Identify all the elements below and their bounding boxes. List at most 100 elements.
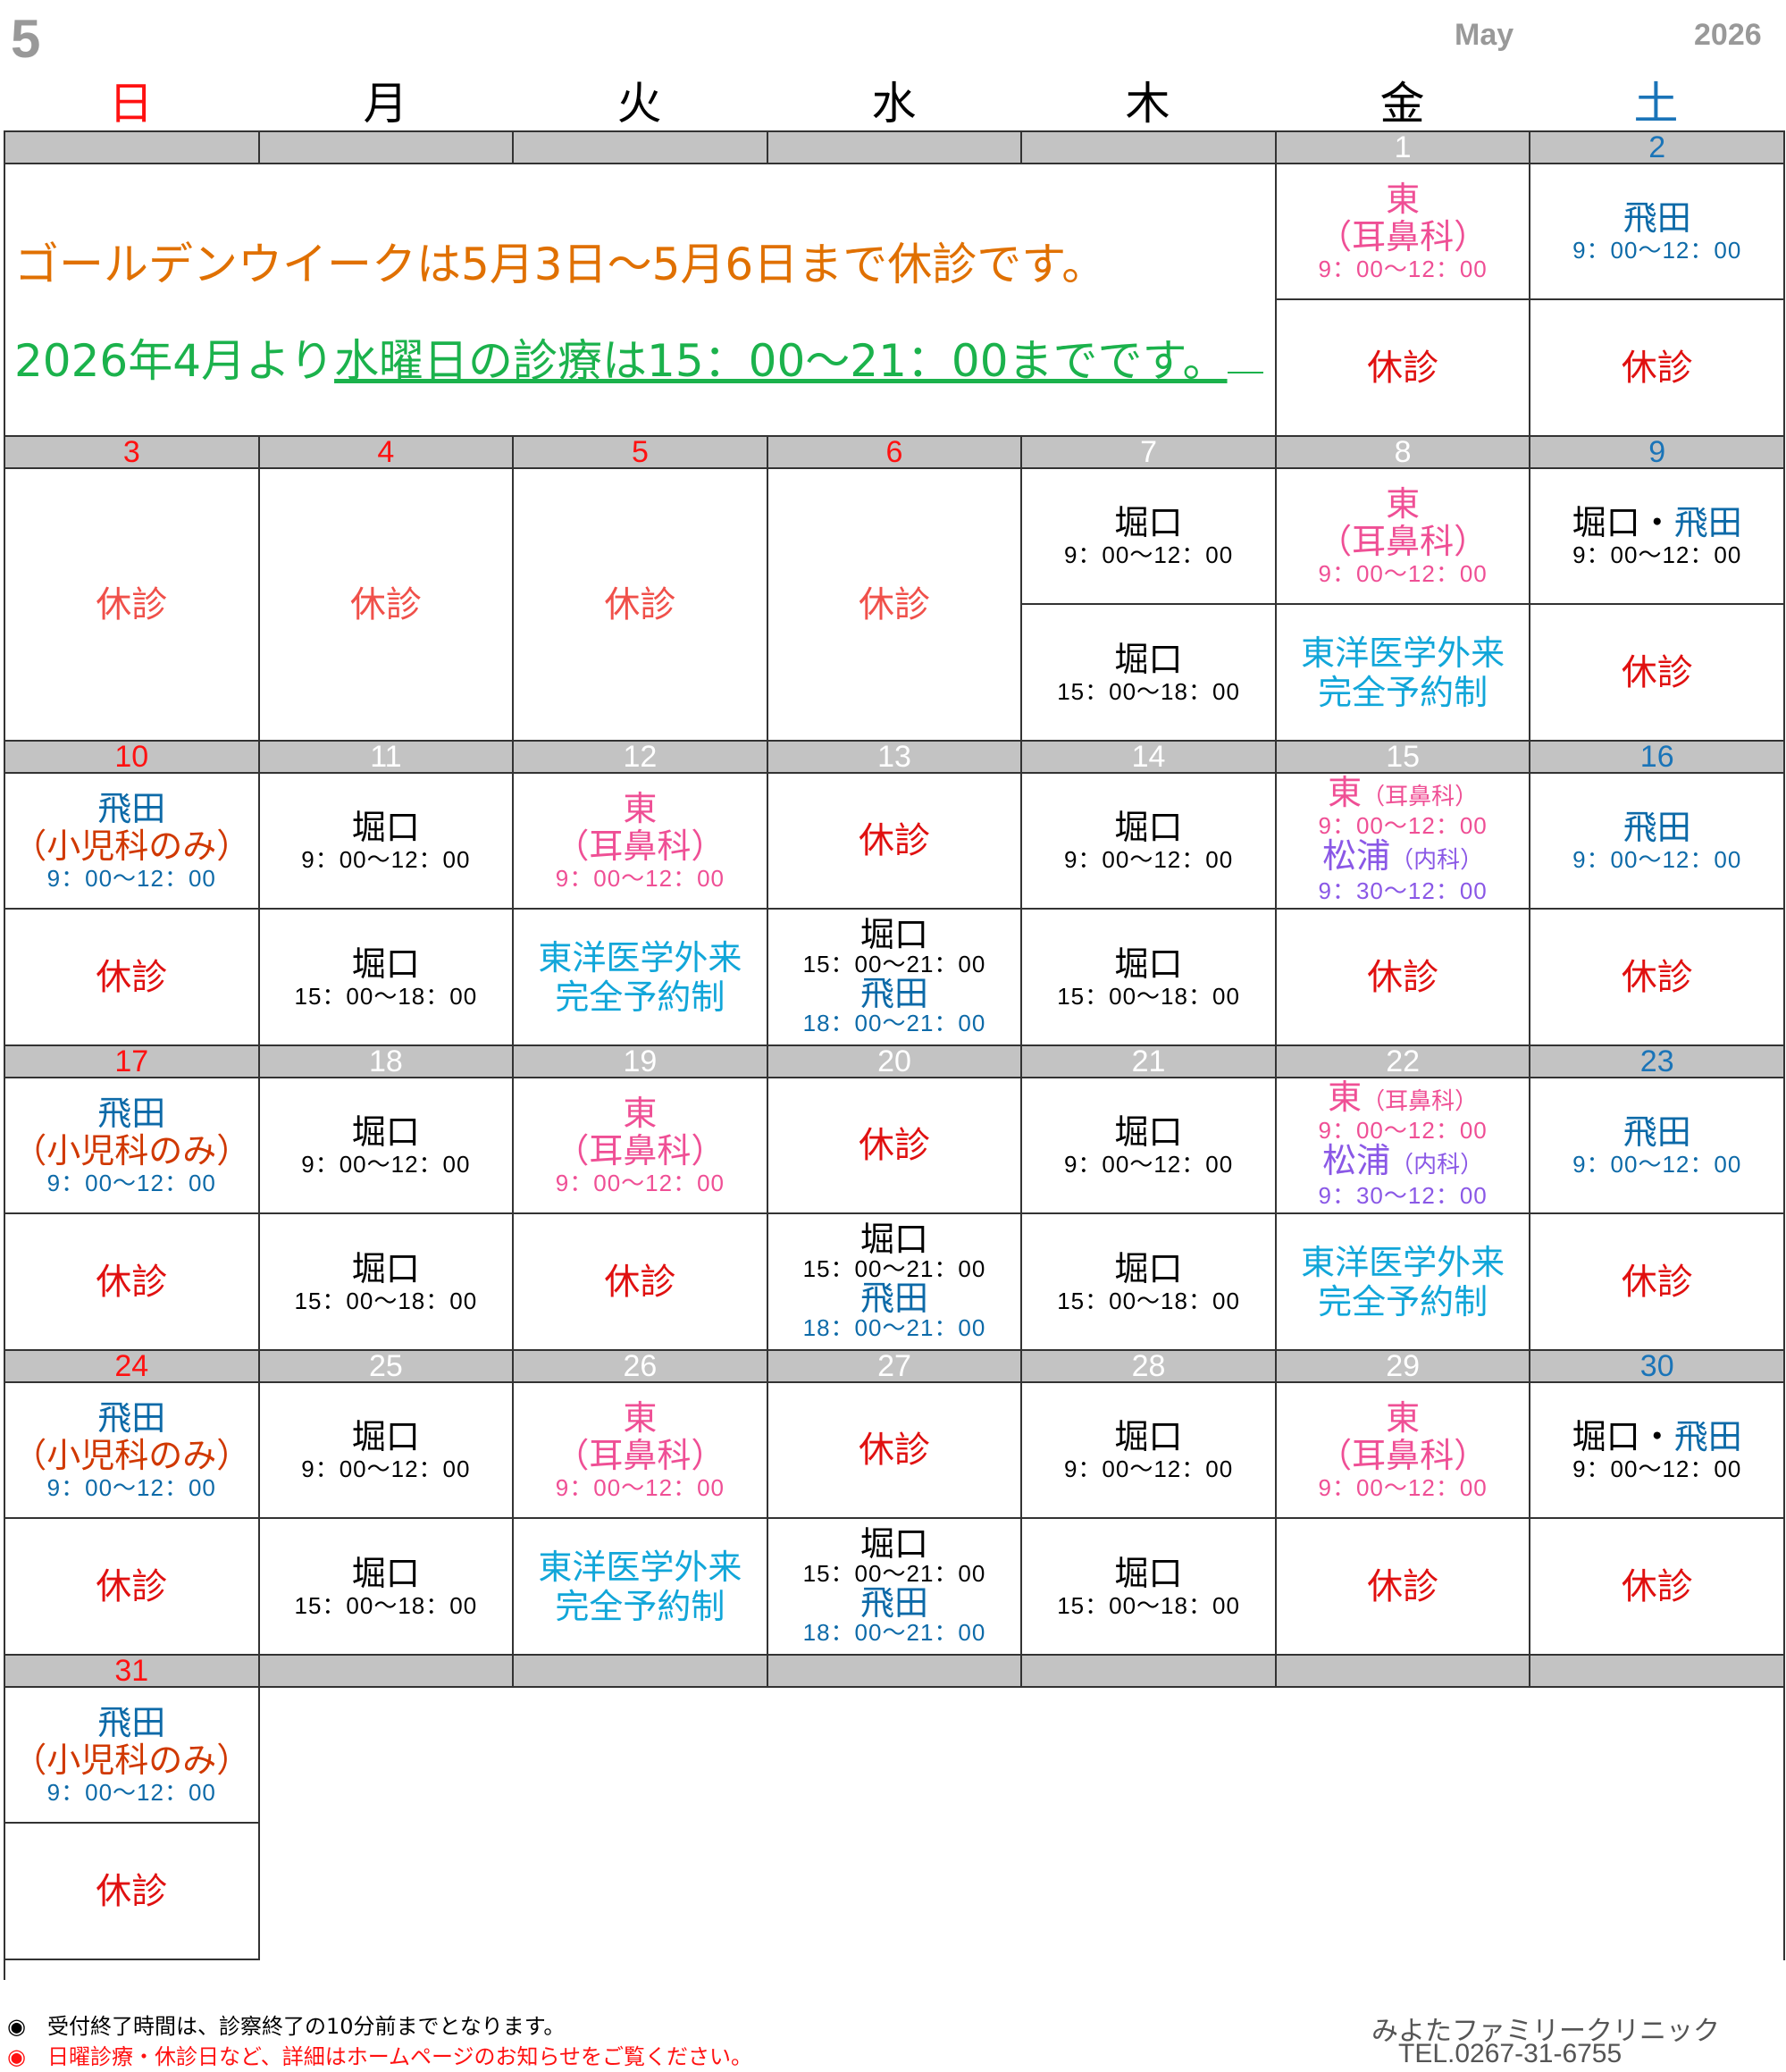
doctor-horiguchi: 堀口: [351, 944, 420, 984]
slot-may22-pm: 東洋医学外来 完全予約制: [1276, 1214, 1531, 1351]
closed-label: 休診: [1621, 1565, 1693, 1607]
time: 9：00～12：00: [1572, 541, 1742, 568]
closed-label: 休診: [1621, 347, 1693, 389]
slot-may16-am: 飛田 9：00～12：00: [1530, 774, 1785, 910]
slot-may31-pm: 休診: [5, 1824, 260, 1960]
doctor-hida: 飛田: [97, 1703, 166, 1742]
time: 9：00～12：00: [1572, 846, 1742, 873]
time: 9：00～12：00: [1318, 256, 1488, 282]
time: 9：00～12：00: [1318, 812, 1488, 839]
slot-may17-pm: 休診: [5, 1214, 260, 1351]
dept-ent: （耳鼻科）: [1318, 1436, 1488, 1475]
weekday-thu: 木: [1125, 78, 1170, 130]
time: 9：00～12：00: [301, 1455, 471, 1482]
by-appointment: 完全予約制: [555, 977, 725, 1017]
doctor-horiguchi: 堀口: [1114, 639, 1183, 679]
closed-label: 休診: [858, 1430, 930, 1471]
doctor-horiguchi: 堀口: [1114, 808, 1183, 847]
month-number: 5: [11, 9, 41, 69]
closed-label: 休診: [858, 820, 930, 861]
closed-label: 休診: [349, 583, 422, 625]
slot-may25-pm: 堀口 15：00～18：00: [259, 1519, 515, 1656]
date-11: 11: [259, 742, 515, 774]
date-14: 14: [1022, 742, 1277, 774]
slot-may15-pm: 休診: [1276, 910, 1531, 1046]
dept-pediatric: （小児科のみ）: [13, 1131, 251, 1170]
date-header-empty: [5, 132, 260, 164]
closed-label: 休診: [96, 1565, 168, 1607]
date-12: 12: [514, 742, 768, 774]
slot-may7-am: 堀口 9：00～12：00: [1022, 469, 1277, 605]
slot-may2-am: 飛田 9：00～12：00: [1530, 164, 1785, 300]
time: 9：00～12：00: [555, 1170, 725, 1196]
closed-label: 休診: [96, 956, 168, 998]
slot-may11-am: 堀口 9：00～12：00: [259, 774, 515, 910]
doctor-hida: 飛田: [97, 1094, 166, 1133]
closed-label: 休診: [1621, 651, 1693, 693]
slot-may28-am: 堀口 9：00～12：00: [1022, 1383, 1277, 1519]
date-8: 8: [1276, 437, 1531, 469]
slot-may2-pm: 休診: [1530, 300, 1785, 437]
dept-ent: （耳鼻科）: [1318, 522, 1488, 561]
time: 15：00～18：00: [294, 1287, 478, 1314]
doctor-horiguchi: 堀口: [859, 1523, 928, 1564]
dept-pediatric: （小児科のみ）: [13, 1741, 251, 1780]
time: 9：00～12：00: [1063, 846, 1234, 873]
dept-ent: （耳鼻科）: [555, 1436, 725, 1475]
closed-label: 休診: [604, 583, 676, 625]
date-27: 27: [767, 1351, 1023, 1383]
date-header-empty: [1022, 132, 1277, 164]
doctor-horiguchi: 堀口: [1114, 1248, 1183, 1288]
doctor-hida: 飛田: [859, 1582, 928, 1623]
closed-label: 休診: [96, 583, 168, 625]
date-13: 13: [767, 742, 1023, 774]
slot-may28-pm: 堀口 15：00～18：00: [1022, 1519, 1277, 1656]
calendar-grid: 1 2 ゴールデンウイークは5月3日～5月6日まで休診です。 2026年4月より…: [4, 130, 1785, 1980]
toyo-clinic: 東洋医学外来: [538, 937, 742, 977]
clinic-phone: TEL.0267-31-6755: [1398, 2039, 1622, 2068]
slot-may29-am: 東 （耳鼻科） 9：00～12：00: [1276, 1383, 1531, 1519]
time: 18：00～21：00: [802, 1313, 986, 1341]
slot-may3: 休診: [5, 469, 260, 742]
date-6: 6: [767, 437, 1023, 469]
date-3: 3: [5, 437, 260, 469]
time: 9：00～12：00: [1318, 560, 1488, 587]
doctor-horiguchi: 堀口: [1114, 503, 1183, 542]
date-18: 18: [259, 1046, 515, 1078]
date-22: 22: [1276, 1046, 1531, 1078]
notice-wednesday-hours: 2026年4月より水曜日の診療は15：00～21：00までです。: [14, 325, 1263, 390]
date-2: 2: [1530, 132, 1785, 164]
dept-pediatric: （小児科のみ）: [13, 1436, 251, 1475]
slot-may4: 休診: [259, 469, 515, 742]
time: 18：00～21：00: [802, 1618, 986, 1646]
date-15: 15: [1276, 742, 1531, 774]
toyo-clinic: 東洋医学外来: [1301, 1242, 1505, 1282]
underline-extension: [1227, 325, 1263, 373]
closed-label: 休診: [1367, 347, 1439, 389]
closed-label: 休診: [1367, 956, 1439, 998]
time: 9：00～12：00: [46, 1474, 216, 1501]
slot-may27-pm: 堀口 15：00～21：00 飛田 18：00～21：00: [767, 1519, 1023, 1656]
time: 9：00～12：00: [1063, 541, 1234, 568]
date-7: 7: [1022, 437, 1277, 469]
notice-line2-prefix: 2026年4月より: [14, 335, 335, 387]
footer-note-homepage: ◉ 日曜診療・休診日など、詳細はホームページのお知らせをご覧ください。: [7, 2044, 753, 2069]
time: 15：00～18：00: [1057, 1287, 1240, 1314]
time: 9：00～12：00: [46, 1170, 216, 1196]
doctor-hida: 飛田: [1622, 198, 1691, 238]
time: 9：00～12：00: [555, 1474, 725, 1501]
slot-may1-am: 東 （耳鼻科） 9：00～12：00: [1276, 164, 1531, 300]
time: 9：00～12：00: [46, 1779, 216, 1806]
date-header-empty: [767, 132, 1023, 164]
slot-may10-pm: 休診: [5, 910, 260, 1046]
toyo-clinic: 東洋医学外来: [538, 1547, 742, 1587]
time: 15：00～21：00: [802, 1559, 986, 1587]
slot-may5: 休診: [514, 469, 768, 742]
doctor-hida: 飛田: [1622, 808, 1691, 847]
doctor-horiguchi: 堀口: [351, 1417, 420, 1456]
doctor-horiguchi: 堀口: [351, 1248, 420, 1288]
doctor-higashi: 東: [1386, 1398, 1421, 1438]
date-19: 19: [514, 1046, 768, 1078]
time: 9：30～12：00: [1318, 1182, 1488, 1209]
date-header-empty: [514, 1656, 768, 1688]
